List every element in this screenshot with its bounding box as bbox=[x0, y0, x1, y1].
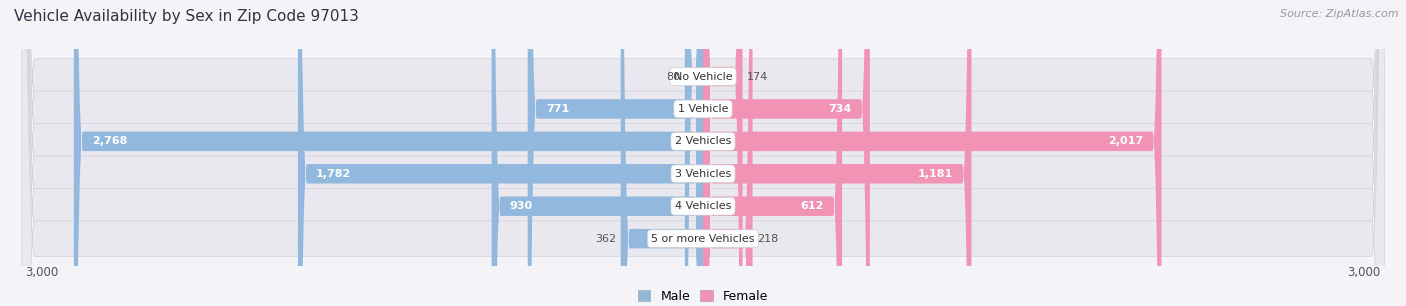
FancyBboxPatch shape bbox=[298, 0, 703, 306]
Text: 174: 174 bbox=[747, 72, 768, 81]
Text: No Vehicle: No Vehicle bbox=[673, 72, 733, 81]
Text: 2 Vehicles: 2 Vehicles bbox=[675, 136, 731, 146]
FancyBboxPatch shape bbox=[703, 0, 842, 306]
FancyBboxPatch shape bbox=[685, 0, 703, 306]
FancyBboxPatch shape bbox=[703, 0, 972, 306]
Text: 5 or more Vehicles: 5 or more Vehicles bbox=[651, 234, 755, 244]
Text: 930: 930 bbox=[510, 201, 533, 211]
FancyBboxPatch shape bbox=[21, 0, 1385, 306]
FancyBboxPatch shape bbox=[21, 0, 1385, 306]
FancyBboxPatch shape bbox=[703, 0, 1161, 306]
Text: 80: 80 bbox=[666, 72, 681, 81]
FancyBboxPatch shape bbox=[21, 0, 1385, 306]
Text: 612: 612 bbox=[800, 201, 824, 211]
FancyBboxPatch shape bbox=[527, 0, 703, 306]
Text: 1,181: 1,181 bbox=[918, 169, 953, 179]
FancyBboxPatch shape bbox=[492, 0, 703, 306]
FancyBboxPatch shape bbox=[75, 0, 703, 306]
Text: 734: 734 bbox=[828, 104, 852, 114]
FancyBboxPatch shape bbox=[703, 0, 742, 306]
Text: 2,017: 2,017 bbox=[1108, 136, 1143, 146]
FancyBboxPatch shape bbox=[703, 0, 752, 306]
Text: 1,782: 1,782 bbox=[316, 169, 352, 179]
Text: 3,000: 3,000 bbox=[25, 266, 59, 278]
Legend: Male, Female: Male, Female bbox=[633, 285, 773, 306]
Text: 1 Vehicle: 1 Vehicle bbox=[678, 104, 728, 114]
FancyBboxPatch shape bbox=[21, 0, 1385, 306]
Text: 2,768: 2,768 bbox=[91, 136, 128, 146]
Text: 3 Vehicles: 3 Vehicles bbox=[675, 169, 731, 179]
FancyBboxPatch shape bbox=[21, 0, 1385, 306]
Text: 771: 771 bbox=[546, 104, 569, 114]
FancyBboxPatch shape bbox=[21, 0, 1385, 306]
Text: 362: 362 bbox=[595, 234, 616, 244]
Text: Vehicle Availability by Sex in Zip Code 97013: Vehicle Availability by Sex in Zip Code … bbox=[14, 9, 359, 24]
Text: 3,000: 3,000 bbox=[1347, 266, 1381, 278]
Text: 218: 218 bbox=[756, 234, 779, 244]
Text: 4 Vehicles: 4 Vehicles bbox=[675, 201, 731, 211]
Text: Source: ZipAtlas.com: Source: ZipAtlas.com bbox=[1281, 9, 1399, 19]
FancyBboxPatch shape bbox=[703, 0, 870, 306]
FancyBboxPatch shape bbox=[620, 0, 703, 306]
